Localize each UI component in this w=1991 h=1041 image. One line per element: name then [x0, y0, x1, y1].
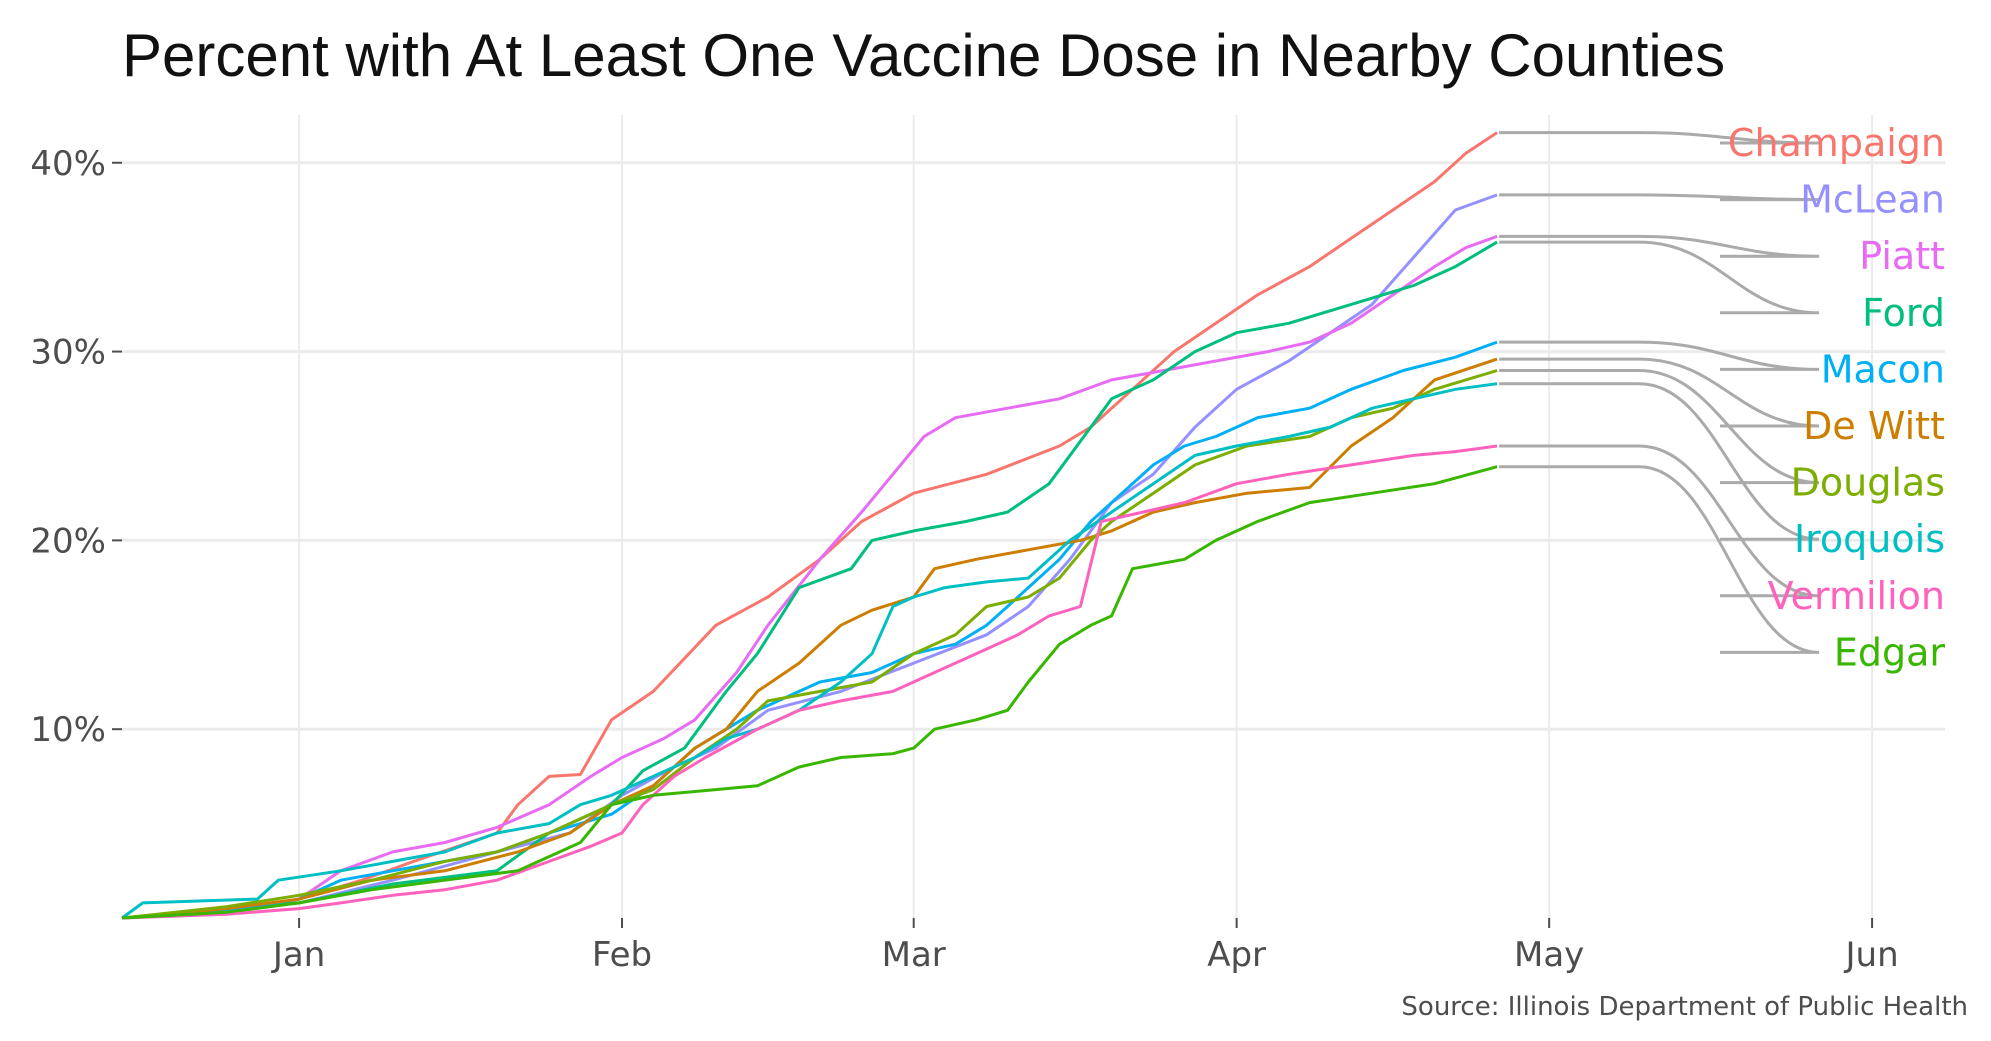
series-line-vermilion [121, 444, 1498, 920]
y-tick-label: 30% [30, 333, 106, 373]
axes: Jan Feb Mar Apr May Jun 10% 20% 30% 40% [30, 144, 1898, 975]
x-tick-label: Jan [271, 935, 325, 975]
series-label-piatt: Piatt [1859, 234, 1945, 278]
chart-title: Percent with At Least One Vaccine Dose i… [122, 22, 1725, 89]
label-connector-macon [1499, 340, 1820, 371]
series-label-ford: Ford [1862, 291, 1945, 335]
series-label-iroquois: Iroquois [1794, 517, 1945, 561]
series-line-de-witt [121, 357, 1498, 920]
series-line-mclean [121, 193, 1498, 920]
y-tick-label: 40% [30, 144, 106, 184]
series-line-piatt [121, 234, 1498, 920]
series-labels: Champaign McLean Piatt Ford Macon De Witt Doug… [1499, 121, 1945, 674]
series-line-ford [121, 240, 1498, 920]
x-tick-label: Jun [1844, 935, 1899, 975]
label-connector-champaign [1499, 131, 1820, 145]
series-label-edgar: Edgar [1834, 630, 1946, 674]
x-tick-label: May [1514, 935, 1584, 975]
series-line-champaign [121, 131, 1498, 920]
series-label-macon: Macon [1821, 347, 1945, 391]
series-lines [121, 131, 1498, 920]
series-label-mclean: McLean [1800, 178, 1945, 222]
x-tick-label: Apr [1207, 935, 1266, 975]
series-line-macon [121, 340, 1498, 920]
label-connector-vermilion [1499, 444, 1820, 598]
label-connector-de-witt [1499, 357, 1820, 428]
series-line-douglas [121, 369, 1498, 920]
series-label-douglas: Douglas [1791, 461, 1945, 505]
series-label-vermilion: Vermilion [1768, 574, 1945, 618]
series-line-edgar [121, 465, 1498, 920]
source-note: Source: Illinois Department of Public He… [1401, 992, 1968, 1022]
gridlines [122, 115, 1945, 918]
y-tick-label: 20% [30, 521, 106, 561]
series-label-champaign: Champaign [1728, 121, 1945, 165]
label-connector-piatt [1499, 234, 1820, 258]
x-tick-label: Mar [882, 935, 946, 975]
label-connector-douglas [1499, 369, 1820, 485]
x-tick-label: Feb [592, 935, 652, 975]
series-label-de-witt: De Witt [1803, 404, 1945, 448]
label-connector-iroquois [1499, 382, 1820, 541]
series-line-iroquois [121, 382, 1498, 920]
label-connector-ford [1499, 240, 1820, 315]
label-connector-mclean [1499, 193, 1820, 202]
label-connector-edgar [1499, 465, 1820, 654]
y-tick-label: 10% [30, 710, 106, 750]
